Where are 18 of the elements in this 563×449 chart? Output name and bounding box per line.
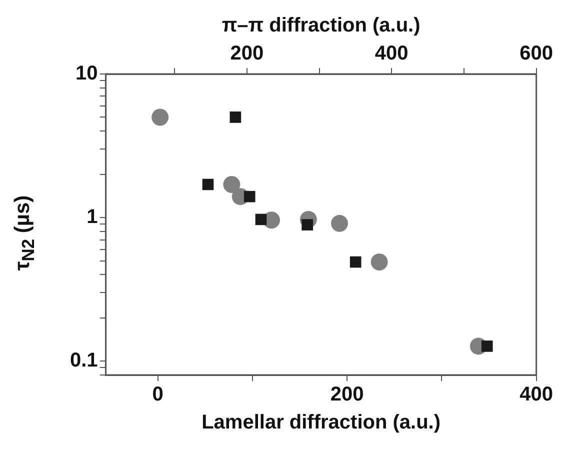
point bbox=[481, 340, 493, 352]
point bbox=[302, 219, 313, 230]
x-axis-title: Lamellar diffraction (a.u.) bbox=[202, 412, 441, 434]
y-tick-label: 0.1 bbox=[70, 350, 98, 372]
x-tick-label: 200 bbox=[330, 384, 364, 406]
y-tick-label: 1 bbox=[86, 206, 98, 228]
x-tick-label: 0 bbox=[152, 384, 164, 406]
point bbox=[244, 190, 256, 202]
x2-tick-label: 600 bbox=[520, 42, 554, 65]
y-tick-label: 10 bbox=[76, 62, 98, 85]
point bbox=[202, 178, 214, 190]
x-tick-label: 400 bbox=[520, 384, 554, 406]
point bbox=[230, 112, 242, 123]
point bbox=[255, 214, 267, 226]
x2-tick-label: 400 bbox=[374, 42, 408, 65]
x2-axis-title: π–π diffraction (a.u.) bbox=[222, 14, 420, 37]
point bbox=[350, 256, 362, 268]
x2-tick-label: 200 bbox=[230, 42, 264, 65]
